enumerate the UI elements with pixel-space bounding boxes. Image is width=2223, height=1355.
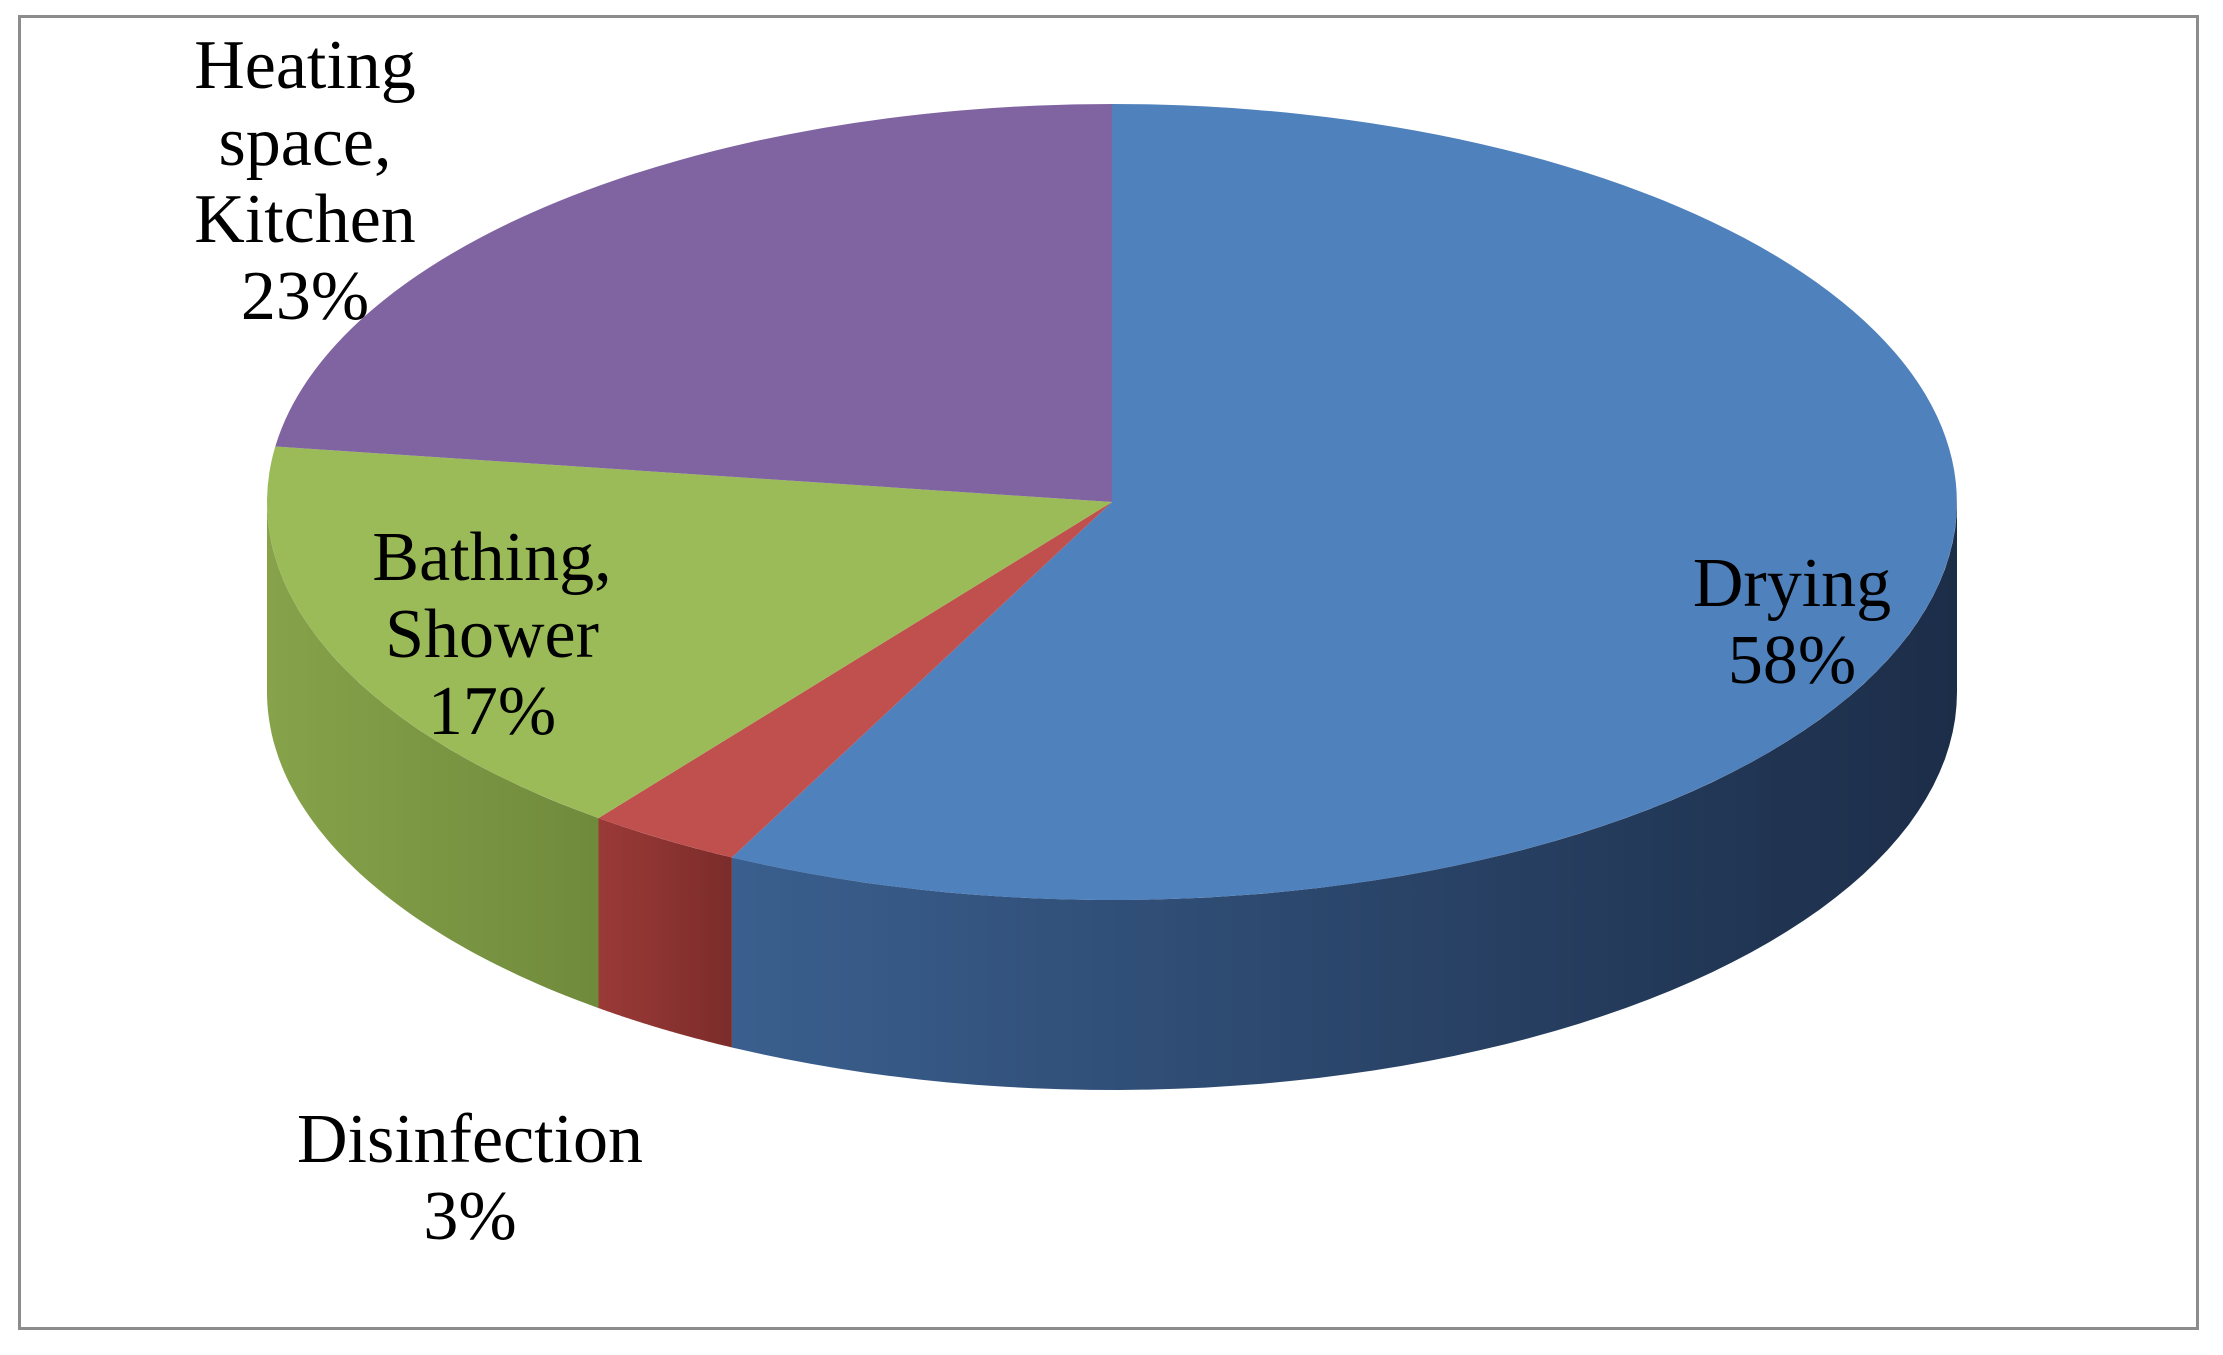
pie-sides — [267, 502, 1957, 1090]
pie-side-bathing-shower — [267, 502, 599, 1009]
data-label-bathing-shower: Bathing, Shower 17% — [372, 519, 611, 750]
data-label-value: 58% — [1728, 622, 1856, 699]
data-label-category: Bathing, — [372, 519, 611, 596]
data-label-value: 3% — [423, 1178, 516, 1255]
data-label-drying: Drying 58% — [1693, 545, 1891, 699]
data-label-category: space, — [219, 104, 392, 181]
pie-slice-drying — [731, 104, 1957, 900]
pie-labels: Drying 58% Disinfection 3% Bathing, Shower 17%… — [194, 27, 1891, 1255]
pie-slice-disinfection — [598, 502, 1112, 858]
data-label-value: 17% — [428, 673, 556, 750]
pie-tops — [267, 104, 1957, 900]
pie-slice-heating-space-kitchen — [275, 104, 1112, 502]
data-label-category: Heating — [194, 27, 416, 104]
data-label-category: Disinfection — [297, 1101, 643, 1178]
data-label-heating-space-kitchen: Heating space, Kitchen 23% — [194, 27, 416, 335]
pie-side-disinfection — [598, 818, 732, 1048]
data-label-category: Drying — [1693, 545, 1891, 622]
data-label-category: Kitchen — [194, 181, 416, 258]
data-label-disinfection: Disinfection 3% — [297, 1101, 643, 1255]
pie-side-drying — [731, 502, 1957, 1090]
data-label-value: 23% — [241, 258, 369, 335]
pie-slice-bathing-shower — [267, 446, 1112, 819]
data-label-category: Shower — [385, 596, 599, 673]
